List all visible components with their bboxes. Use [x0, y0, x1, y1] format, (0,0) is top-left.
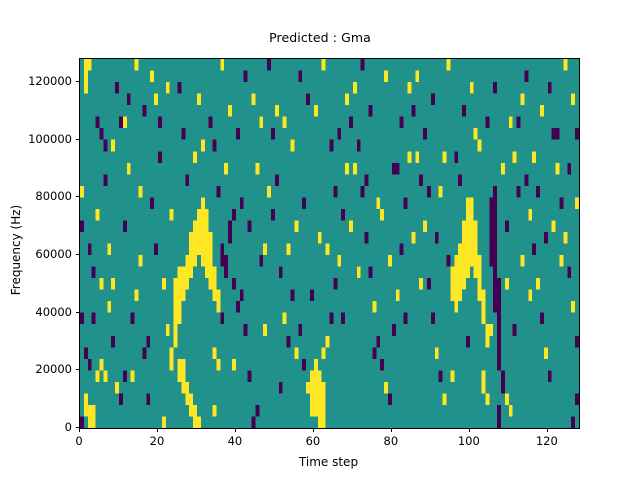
y-tick-mark	[75, 81, 79, 83]
x-tick-label: 20	[149, 434, 165, 448]
y-tick-label: 20000	[35, 362, 72, 377]
x-tick-mark	[312, 428, 314, 432]
y-tick-mark	[75, 254, 79, 256]
y-tick-mark	[75, 427, 79, 428]
y-tick-label: 80000	[35, 189, 72, 204]
x-tick-label: 120	[535, 434, 558, 448]
y-tick-label: 0	[64, 420, 72, 434]
y-tick-label: 60000	[35, 247, 72, 262]
x-tick-label: 40	[227, 434, 243, 448]
x-tick-mark	[156, 428, 158, 432]
y-tick-label: 100000	[28, 131, 72, 146]
y-tick-label: 120000	[28, 74, 72, 89]
x-tick-label: 100	[457, 434, 480, 448]
y-tick-mark	[75, 196, 79, 198]
x-tick-mark	[390, 428, 392, 432]
y-tick-mark	[75, 138, 79, 140]
x-tick-label: 60	[305, 434, 321, 448]
y-tick-mark	[75, 311, 79, 313]
x-tick-mark	[79, 428, 80, 432]
x-tick-label: 0	[75, 434, 83, 448]
x-tick-label: 80	[383, 434, 399, 448]
x-tick-mark	[468, 428, 470, 432]
page-title: Predicted : Gma	[269, 30, 371, 45]
y-tick-mark	[75, 369, 79, 371]
y-axis-label: Frequency (Hz)	[9, 204, 23, 296]
x-axis-label: Time step	[298, 455, 359, 469]
heatmap-image	[80, 59, 579, 428]
y-tick-label: 40000	[35, 304, 72, 319]
x-tick-mark	[546, 428, 548, 432]
heatmap-plot-area[interactable]	[79, 58, 580, 429]
x-tick-mark	[234, 428, 236, 432]
